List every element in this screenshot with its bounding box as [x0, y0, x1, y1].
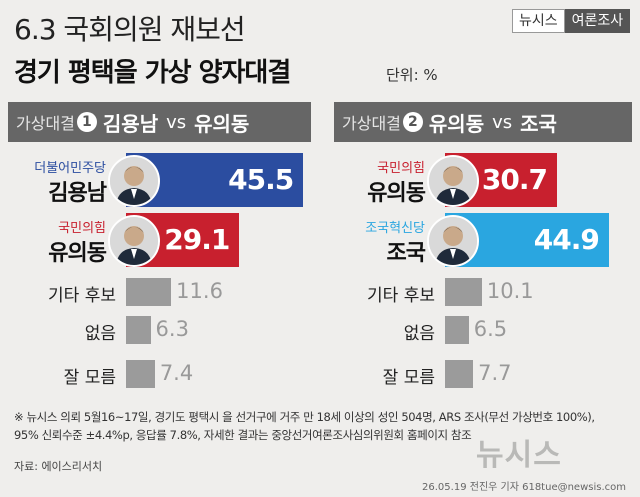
- panel-1-vs: vs: [166, 111, 187, 133]
- title-line-1: 6.3 국회의원 재보선: [14, 13, 246, 46]
- candidate-photo-1-1: [108, 155, 160, 207]
- credit-line: 26.05.19 전진우 기자 618tue@newsis.com: [422, 482, 626, 493]
- panel-1-header: 가상대결 1 김용남 vs 유의동: [8, 102, 311, 142]
- value-label-1-other-1: 11.6: [176, 279, 223, 303]
- other-label-1-3: 잘 모름: [63, 368, 116, 388]
- value-label-2-candidate-1: 30.7: [481, 163, 548, 196]
- brand-badge: 뉴시스 여론조사: [512, 9, 631, 33]
- panel-1-candidate-a: 김용남: [102, 111, 159, 136]
- survey-note-line-2: 95% 신뢰수준 ±4.4%p, 응답률 7.8%, 자세한 결과는 중앙선거여…: [14, 428, 472, 442]
- panel-1-prefix: 가상대결: [16, 114, 75, 133]
- survey-note-line-1: ※ 뉴시스 의뢰 5월16~17일, 경기도 평택시 을 선거구에 거주 만 1…: [14, 410, 595, 424]
- panel-1-candidate-b: 유의동: [194, 111, 250, 136]
- panel-2-vs: vs: [492, 111, 513, 133]
- panel-2-prefix: 가상대결: [342, 114, 401, 133]
- value-label-2-candidate-2: 44.9: [533, 223, 600, 256]
- bar-2-other-2: [445, 316, 469, 344]
- bar-1-other-2: [126, 316, 151, 344]
- survey-note: ※ 뉴시스 의뢰 5월16~17일, 경기도 평택시 을 선거구에 거주 만 1…: [14, 408, 629, 444]
- source-label: 자료: 에이스리서치: [14, 460, 103, 473]
- party-label-1-2: 국민의힘: [58, 221, 106, 236]
- watermark-logo: 뉴시스: [476, 438, 562, 473]
- other-label-1-2: 없음: [84, 324, 116, 344]
- other-label-2-2: 없음: [403, 324, 435, 344]
- value-label-1-candidate-2: 29.1: [164, 223, 230, 256]
- party-label-2-1: 국민의힘: [377, 161, 425, 176]
- bar-2-other-3: [445, 360, 474, 388]
- other-label-1-1: 기타 후보: [48, 286, 116, 306]
- party-label-1-1: 더불어민주당: [34, 161, 106, 176]
- candidate-name-1-2: 유의동: [48, 241, 107, 266]
- candidate-photo-2-1: [427, 155, 479, 207]
- value-label-2-other-1: 10.1: [486, 279, 534, 303]
- title-line-2: 경기 평택을 가상 양자대결: [14, 58, 291, 88]
- other-label-2-3: 잘 모름: [382, 368, 435, 388]
- candidate-name-2-2: 조국: [386, 241, 426, 266]
- candidate-photo-1-2: [108, 215, 160, 267]
- unit-label: 단위: %: [386, 66, 438, 84]
- bar-1-other-3: [126, 360, 155, 388]
- other-label-2-1: 기타 후보: [367, 286, 435, 306]
- party-label-2-2: 조국혁신당: [365, 221, 425, 236]
- value-label-1-candidate-1: 45.5: [228, 163, 294, 196]
- panel-2-candidate-b: 조국: [520, 111, 557, 136]
- value-label-2-other-2: 6.5: [473, 317, 508, 341]
- value-label-1-other-2: 6.3: [155, 317, 189, 341]
- brand-left: 뉴시스: [512, 9, 565, 33]
- panel-2-header: 가상대결 2 유의동 vs 조국: [334, 102, 632, 142]
- candidate-name-1-1: 김용남: [48, 181, 107, 206]
- panel-1-number: 1: [76, 112, 97, 132]
- panel-2-candidate-a: 유의동: [428, 111, 485, 136]
- candidate-photo-2-2: [427, 215, 479, 267]
- value-label-2-other-3: 7.7: [478, 361, 512, 385]
- value-label-1-other-3: 7.4: [159, 361, 194, 385]
- bar-1-other-1: [126, 278, 172, 306]
- bar-2-other-1: [445, 278, 482, 306]
- candidate-name-2-1: 유의동: [367, 181, 426, 206]
- brand-right: 여론조사: [564, 9, 631, 33]
- panel-2-number: 2: [402, 112, 423, 132]
